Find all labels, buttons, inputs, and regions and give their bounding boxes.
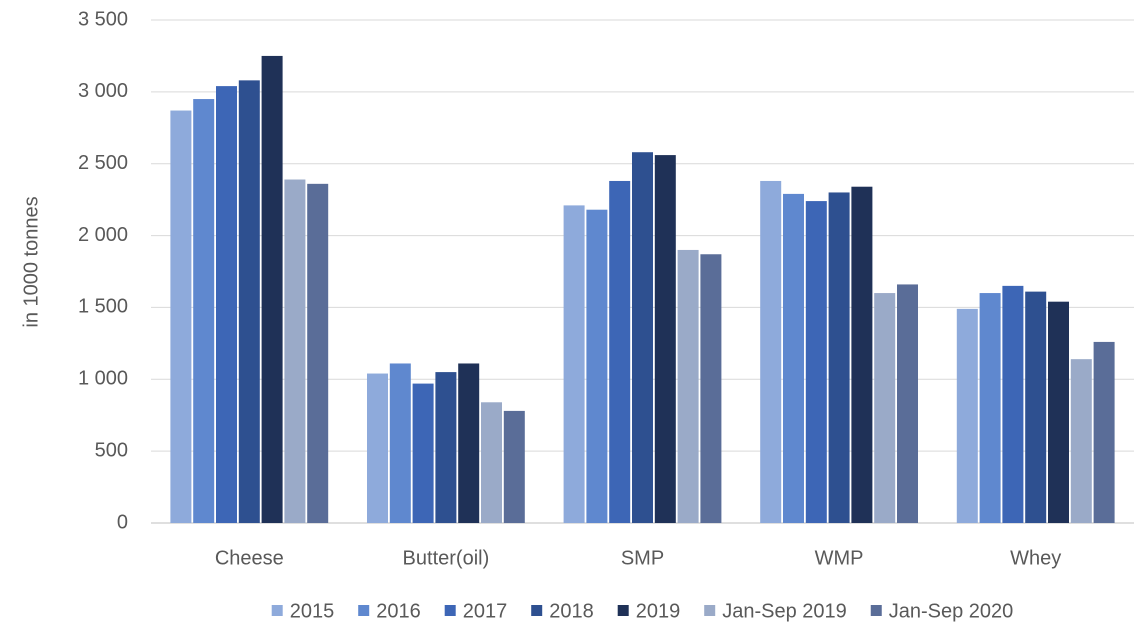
bar bbox=[760, 180, 782, 523]
legend-swatch bbox=[271, 605, 283, 616]
x-tick-label: SMP bbox=[621, 547, 664, 569]
y-tick-label: 1 000 bbox=[78, 368, 128, 390]
legend-swatch bbox=[704, 605, 716, 616]
x-tick-label: Cheese bbox=[215, 547, 284, 569]
legend-swatch bbox=[531, 605, 543, 616]
y-tick-label: 2 000 bbox=[78, 224, 128, 246]
legend-label: 2017 bbox=[463, 600, 508, 622]
bar bbox=[805, 201, 827, 523]
x-tick-label: Butter(oil) bbox=[403, 547, 490, 569]
bar bbox=[563, 205, 585, 524]
y-tick-label: 1 500 bbox=[78, 296, 128, 318]
bar bbox=[412, 383, 434, 523]
y-tick-label: 0 bbox=[117, 511, 128, 533]
bar bbox=[586, 209, 608, 523]
bar bbox=[389, 363, 411, 523]
bar bbox=[609, 180, 631, 523]
bar bbox=[783, 193, 804, 523]
bar bbox=[828, 192, 850, 523]
bar bbox=[1048, 301, 1069, 523]
legend-swatch bbox=[358, 605, 370, 616]
bar bbox=[632, 152, 653, 523]
bar bbox=[700, 254, 722, 524]
bar bbox=[307, 183, 329, 523]
bar bbox=[1025, 291, 1047, 523]
bar bbox=[261, 55, 283, 524]
bar bbox=[170, 110, 192, 523]
y-tick-label: 3 500 bbox=[78, 8, 128, 30]
legend-label: 2019 bbox=[636, 600, 681, 622]
bar bbox=[481, 402, 502, 523]
bar bbox=[956, 308, 978, 523]
bar bbox=[458, 363, 480, 523]
bar bbox=[1093, 341, 1115, 523]
bar bbox=[238, 80, 260, 524]
legend-swatch bbox=[444, 605, 456, 616]
y-tick-label: 2 500 bbox=[78, 152, 128, 174]
legend-label: 2018 bbox=[549, 600, 594, 622]
legend-label: 2015 bbox=[290, 600, 335, 622]
bar bbox=[193, 99, 215, 524]
bar bbox=[851, 186, 873, 524]
bar bbox=[216, 86, 237, 523]
legend-label: Jan-Sep 2020 bbox=[889, 600, 1014, 622]
bar bbox=[284, 179, 306, 523]
bar bbox=[1002, 285, 1024, 523]
x-tick-label: Whey bbox=[1010, 547, 1061, 569]
legend-label: Jan-Sep 2019 bbox=[722, 600, 847, 622]
bar bbox=[1070, 359, 1092, 523]
bar bbox=[874, 293, 896, 523]
bar bbox=[979, 293, 1001, 523]
y-axis-label: in 1000 tonnes bbox=[20, 196, 42, 327]
bar bbox=[677, 249, 699, 523]
bar bbox=[435, 372, 457, 523]
y-tick-label: 3 000 bbox=[78, 80, 128, 102]
bar bbox=[367, 373, 388, 523]
bar bbox=[897, 284, 918, 523]
bar bbox=[503, 410, 525, 523]
legend-label: 2016 bbox=[376, 600, 421, 622]
x-tick-label: WMP bbox=[815, 547, 864, 569]
bar bbox=[654, 155, 676, 523]
legend-swatch bbox=[617, 605, 629, 616]
legend-swatch bbox=[870, 605, 882, 616]
y-tick-label: 500 bbox=[95, 439, 128, 461]
